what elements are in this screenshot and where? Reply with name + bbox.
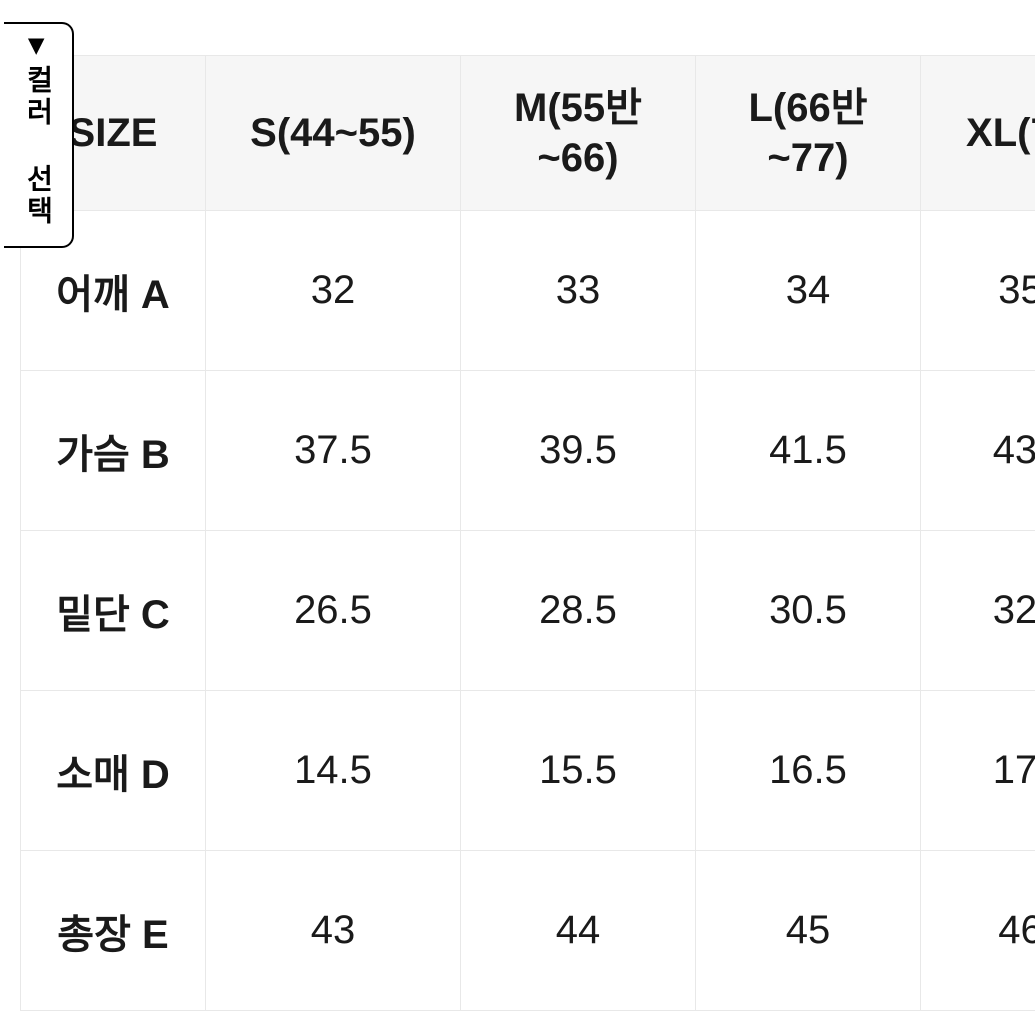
- size-table-container: SIZE S(44~55) M(55반~66) L(66반~77) XL(77 …: [0, 0, 1035, 1011]
- table-row: 소매 D 14.5 15.5 16.5 17.: [21, 691, 1035, 851]
- row-label-chest: 가슴 B: [21, 371, 206, 531]
- cell-sleeve-l: 16.5: [696, 691, 921, 851]
- header-l: L(66반~77): [696, 56, 921, 211]
- cell-hem-s: 26.5: [206, 531, 461, 691]
- color-select-label: 컬러 선택: [24, 65, 52, 228]
- color-select-tab[interactable]: ▶ 컬러 선택: [4, 22, 74, 248]
- header-s: S(44~55): [206, 56, 461, 211]
- cell-shoulder-xl: 35: [921, 211, 1035, 371]
- cell-length-l: 45: [696, 851, 921, 1011]
- cell-length-m: 44: [461, 851, 696, 1011]
- header-xl: XL(77: [921, 56, 1035, 211]
- cell-chest-xl: 43.: [921, 371, 1035, 531]
- cell-shoulder-s: 32: [206, 211, 461, 371]
- table-row: 어깨 A 32 33 34 35: [21, 211, 1035, 371]
- table-header-row: SIZE S(44~55) M(55반~66) L(66반~77) XL(77: [21, 56, 1035, 211]
- cell-length-s: 43: [206, 851, 461, 1011]
- table-row: 밑단 C 26.5 28.5 30.5 32.: [21, 531, 1035, 691]
- row-label-sleeve: 소매 D: [21, 691, 206, 851]
- arrow-right-icon: ▶: [25, 39, 50, 54]
- cell-shoulder-m: 33: [461, 211, 696, 371]
- cell-chest-l: 41.5: [696, 371, 921, 531]
- cell-sleeve-m: 15.5: [461, 691, 696, 851]
- cell-sleeve-xl: 17.: [921, 691, 1035, 851]
- cell-hem-xl: 32.: [921, 531, 1035, 691]
- header-m: M(55반~66): [461, 56, 696, 211]
- table-row: 총장 E 43 44 45 46: [21, 851, 1035, 1011]
- cell-length-xl: 46: [921, 851, 1035, 1011]
- cell-hem-l: 30.5: [696, 531, 921, 691]
- cell-chest-s: 37.5: [206, 371, 461, 531]
- cell-hem-m: 28.5: [461, 531, 696, 691]
- cell-sleeve-s: 14.5: [206, 691, 461, 851]
- size-table: SIZE S(44~55) M(55반~66) L(66반~77) XL(77 …: [20, 55, 1035, 1011]
- cell-chest-m: 39.5: [461, 371, 696, 531]
- row-label-length: 총장 E: [21, 851, 206, 1011]
- cell-shoulder-l: 34: [696, 211, 921, 371]
- row-label-hem: 밑단 C: [21, 531, 206, 691]
- table-row: 가슴 B 37.5 39.5 41.5 43.: [21, 371, 1035, 531]
